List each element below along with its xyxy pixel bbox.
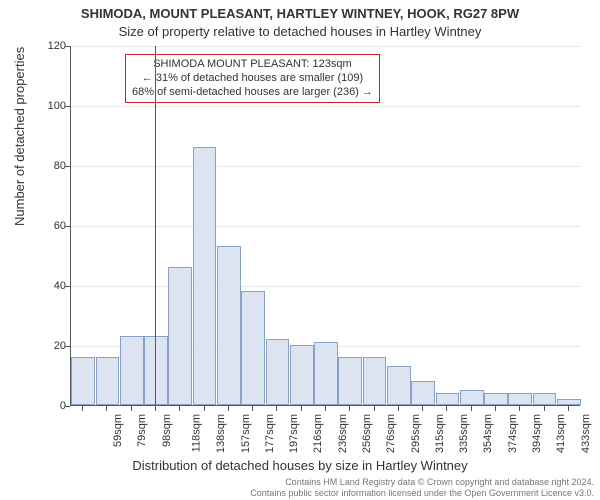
histogram-bar [96,357,120,405]
gridline-h [71,106,580,107]
y-tick-label: 80 [46,160,66,172]
histogram-bar [508,393,532,405]
chart-title-main: SHIMODA, MOUNT PLEASANT, HARTLEY WINTNEY… [0,6,600,21]
histogram-bar [533,393,557,405]
histogram-bar [436,393,460,405]
x-tick-label: 216sqm [313,414,325,453]
histogram-bar [387,366,411,405]
histogram-bar [314,342,338,405]
footer-line-2: Contains public sector information licen… [250,488,594,498]
x-tick-label: 118sqm [190,414,202,452]
x-tick-label: 79sqm [136,414,148,447]
x-tick-label: 394sqm [531,414,543,453]
x-tick-mark [301,406,302,411]
histogram-bar [168,267,192,405]
histogram-bar [120,336,144,405]
x-tick-mark [179,406,180,411]
y-tick-mark [65,286,70,287]
x-tick-label: 256sqm [361,414,373,453]
histogram-bar [460,390,484,405]
x-tick-mark [544,406,545,411]
x-tick-mark [325,406,326,411]
histogram-bar [484,393,508,405]
y-tick-mark [65,226,70,227]
y-tick-label: 100 [46,100,66,112]
x-tick-mark [349,406,350,411]
histogram-bar [241,291,265,405]
x-tick-label: 157sqm [240,414,252,453]
x-tick-mark [446,406,447,411]
y-tick-label: 60 [46,220,66,232]
y-tick-label: 0 [46,400,66,412]
y-tick-mark [65,346,70,347]
x-tick-label: 276sqm [385,414,397,453]
x-tick-mark [276,406,277,411]
histogram-bar [557,399,581,405]
gridline-h [71,166,580,167]
x-tick-label: 295sqm [410,414,422,453]
histogram-bar [193,147,217,405]
y-axis-label: Number of detached properties [12,47,27,226]
x-axis-label: Distribution of detached houses by size … [0,458,600,473]
footer-attribution: Contains HM Land Registry data © Crown c… [250,477,594,498]
chart-container: SHIMODA, MOUNT PLEASANT, HARTLEY WINTNEY… [0,0,600,500]
x-tick-label: 315sqm [434,414,446,453]
gridline-h [71,286,580,287]
y-tick-mark [65,106,70,107]
x-tick-mark [374,406,375,411]
x-tick-mark [422,406,423,411]
x-tick-label: 236sqm [337,414,349,453]
y-tick-label: 40 [46,280,66,292]
gridline-h [71,226,580,227]
histogram-bar [363,357,387,405]
x-tick-label: 138sqm [215,414,227,453]
x-tick-mark [568,406,569,411]
x-tick-mark [228,406,229,411]
plot-area: SHIMODA MOUNT PLEASANT: 123sqm ← 31% of … [70,46,580,406]
gridline-h [71,46,580,47]
x-tick-mark [519,406,520,411]
x-tick-mark [155,406,156,411]
x-tick-label: 98sqm [161,414,173,447]
annotation-box: SHIMODA MOUNT PLEASANT: 123sqm ← 31% of … [125,54,380,103]
x-tick-mark [106,406,107,411]
y-tick-mark [65,406,70,407]
x-tick-label: 374sqm [507,414,519,453]
y-tick-label: 120 [46,40,66,52]
annotation-line-2: ← 31% of detached houses are smaller (10… [132,72,373,86]
x-tick-mark [471,406,472,411]
y-tick-mark [65,166,70,167]
y-tick-mark [65,46,70,47]
x-tick-mark [495,406,496,411]
x-tick-mark [82,406,83,411]
x-tick-mark [398,406,399,411]
x-tick-label: 197sqm [288,414,300,453]
x-tick-label: 413sqm [555,414,567,453]
x-tick-label: 433sqm [580,414,592,453]
histogram-bar [338,357,362,405]
reference-line [155,46,156,405]
x-tick-label: 177sqm [264,414,276,453]
x-tick-mark [204,406,205,411]
y-tick-label: 20 [46,340,66,352]
histogram-bar [290,345,314,405]
chart-title-sub: Size of property relative to detached ho… [0,24,600,39]
footer-line-1: Contains HM Land Registry data © Crown c… [250,477,594,487]
x-tick-mark [252,406,253,411]
x-tick-label: 354sqm [483,414,495,453]
x-tick-label: 335sqm [458,414,470,453]
histogram-bar [266,339,290,405]
annotation-line-3: 68% of semi-detached houses are larger (… [132,86,373,100]
histogram-bar [71,357,95,405]
histogram-bar [217,246,241,405]
annotation-line-1: SHIMODA MOUNT PLEASANT: 123sqm [132,58,373,72]
x-tick-mark [131,406,132,411]
histogram-bar [411,381,435,405]
x-tick-label: 59sqm [112,414,124,447]
